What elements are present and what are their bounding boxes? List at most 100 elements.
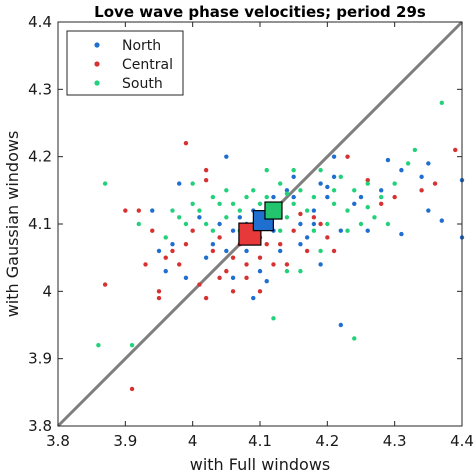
point-central (197, 282, 202, 287)
x-tick-label: 3.9 (113, 432, 137, 450)
point-north (298, 221, 303, 227)
point-south (365, 204, 370, 210)
mean-markers (238, 201, 283, 246)
point-central (325, 235, 330, 240)
point-south (271, 316, 276, 321)
point-south (372, 215, 377, 220)
point-north (298, 242, 303, 247)
point-central (345, 154, 350, 159)
point-south (284, 215, 290, 220)
point-south (331, 201, 337, 206)
point-north (331, 174, 337, 180)
point-central (257, 289, 263, 294)
point-south (284, 268, 290, 274)
point-south (244, 194, 249, 200)
point-south (230, 201, 236, 206)
point-north (325, 194, 330, 200)
point-south (338, 174, 343, 180)
plot-frame (57, 21, 463, 427)
point-south (352, 336, 357, 341)
point-north (210, 242, 216, 247)
point-south (217, 201, 222, 206)
point-south (392, 181, 397, 186)
legend-label-north: North (122, 38, 161, 54)
point-central (284, 262, 290, 267)
point-south (170, 208, 175, 213)
point-north (251, 295, 256, 301)
point-central (224, 268, 229, 274)
point-south (129, 343, 135, 348)
point-south (412, 147, 418, 153)
point-south (136, 221, 141, 227)
y-tick-label: 3.8 (28, 417, 52, 435)
x-tick-label: 4.1 (248, 432, 272, 450)
point-central (379, 201, 384, 206)
point-north (291, 194, 296, 200)
point-north (399, 231, 404, 237)
point-north (224, 154, 229, 159)
point-south (352, 188, 357, 193)
point-south (237, 208, 242, 213)
point-central (150, 228, 155, 233)
point-central (203, 167, 209, 173)
point-central (244, 275, 249, 281)
point-central (318, 221, 323, 227)
point-south (190, 181, 195, 186)
point-south (318, 167, 323, 173)
point-north (170, 242, 175, 247)
point-central (304, 248, 310, 254)
point-south (284, 191, 290, 196)
point-north (244, 248, 249, 254)
point-central (257, 255, 263, 260)
point-central (203, 295, 209, 301)
point-north (217, 221, 222, 227)
legend-label-central: Central (122, 57, 173, 73)
point-north (264, 279, 269, 284)
point-north (156, 248, 162, 254)
point-central (244, 262, 249, 267)
point-north (150, 208, 155, 213)
point-central (123, 208, 128, 213)
point-south (385, 221, 391, 227)
point-south (304, 208, 310, 213)
point-central (210, 248, 216, 254)
point-north (230, 228, 236, 233)
point-south (197, 208, 202, 213)
x-tick-label: 3.8 (46, 432, 70, 450)
point-north (284, 188, 290, 193)
point-central (156, 295, 162, 301)
point-south (264, 194, 269, 200)
point-central (331, 248, 337, 254)
point-central (230, 289, 236, 294)
data-points (96, 100, 465, 392)
point-south (318, 248, 323, 254)
point-central (217, 275, 222, 281)
point-north (177, 181, 182, 186)
point-south (345, 228, 350, 233)
point-south (439, 100, 444, 106)
chart-title: Love wave phase velocities; period 29s (94, 3, 426, 21)
point-south (379, 194, 384, 200)
point-south (291, 201, 296, 206)
point-north (426, 208, 431, 213)
point-north (439, 218, 444, 223)
point-south (210, 228, 216, 233)
point-north (352, 201, 357, 206)
x-tick-label: 4.2 (315, 432, 339, 450)
point-south (251, 188, 256, 193)
point-north (237, 215, 242, 220)
point-north (419, 174, 424, 180)
point-central (102, 282, 108, 287)
point-central (291, 228, 296, 233)
point-south (210, 194, 216, 200)
point-south (365, 181, 370, 186)
point-north (203, 255, 209, 260)
point-central (163, 255, 168, 260)
point-central (298, 211, 303, 217)
point-north (183, 275, 189, 281)
point-south (358, 221, 364, 227)
point-south (278, 228, 283, 233)
point-south (311, 228, 317, 233)
y-tick-label: 4.4 (28, 13, 52, 31)
